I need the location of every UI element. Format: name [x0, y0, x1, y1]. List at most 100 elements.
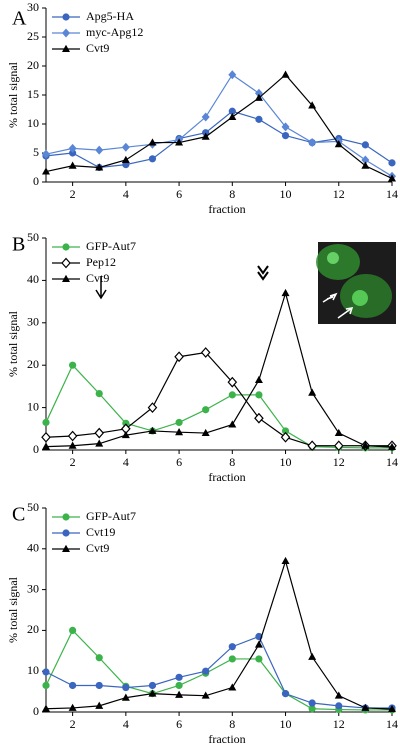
- point: [254, 375, 263, 384]
- point: [334, 140, 343, 148]
- legend-text: myc-Apg12: [86, 25, 143, 39]
- point: [68, 703, 77, 711]
- y-tick-label: 25: [27, 29, 39, 43]
- x-tick-label: 4: [123, 717, 129, 731]
- point: [122, 419, 130, 427]
- cell: [316, 244, 360, 280]
- y-tick-label: 0: [33, 442, 39, 456]
- legend-text: Cvt9: [86, 271, 109, 285]
- point: [255, 391, 263, 399]
- x-tick-label: 12: [333, 717, 345, 731]
- point: [175, 673, 183, 681]
- y-tick-label: 15: [27, 87, 39, 101]
- inset-micrograph: [316, 242, 396, 324]
- series-line: [45, 290, 393, 448]
- x-tick-label: 8: [229, 187, 235, 201]
- point: [175, 690, 184, 698]
- point: [228, 420, 237, 428]
- point: [308, 705, 316, 713]
- point: [95, 654, 103, 662]
- point: [201, 428, 210, 437]
- point: [42, 668, 50, 676]
- point: [42, 442, 50, 450]
- point: [254, 93, 263, 101]
- point: [255, 655, 263, 663]
- y-tick-label: 0: [33, 704, 39, 718]
- y-tick-label: 40: [27, 541, 39, 555]
- legend-text: Cvt9: [86, 41, 109, 55]
- point: [202, 406, 210, 414]
- point: [308, 138, 317, 148]
- point: [388, 159, 396, 167]
- legend-text: Pep12: [86, 255, 116, 269]
- point: [255, 115, 263, 123]
- point: [95, 701, 104, 709]
- point: [121, 155, 130, 163]
- point: [147, 402, 158, 414]
- point: [68, 441, 77, 449]
- point: [228, 655, 236, 663]
- y-axis-label: % total signal: [6, 310, 20, 377]
- y-tick-label: 20: [27, 622, 39, 636]
- point: [121, 693, 130, 701]
- point: [175, 418, 183, 427]
- point: [95, 439, 104, 447]
- point: [68, 161, 77, 169]
- legend-text: Cvt9: [86, 541, 109, 555]
- x-tick-label: 6: [176, 717, 182, 731]
- point: [69, 681, 77, 690]
- legend-marker: [62, 28, 70, 38]
- series-line: [45, 73, 393, 180]
- y-tick-label: 20: [27, 357, 39, 371]
- x-tick-label: 14: [386, 455, 398, 469]
- point: [227, 376, 238, 388]
- point: [95, 163, 104, 171]
- point: [335, 702, 343, 710]
- x-tick-label: 2: [70, 187, 76, 201]
- point: [69, 149, 77, 157]
- point: [94, 427, 105, 439]
- point: [201, 112, 210, 122]
- point: [307, 440, 317, 452]
- point: [308, 699, 316, 707]
- legend-text: Cvt19: [86, 525, 115, 539]
- point: [388, 442, 396, 451]
- point: [361, 441, 370, 449]
- point: [228, 112, 237, 121]
- x-tick-label: 2: [70, 717, 76, 731]
- y-tick-label: 0: [33, 174, 39, 188]
- point: [334, 691, 343, 699]
- series-line: [45, 635, 392, 709]
- point: [42, 167, 50, 175]
- x-tick-label: 12: [333, 455, 345, 469]
- y-tick-label: 5: [33, 145, 39, 159]
- x-tick-label: 2: [70, 455, 76, 469]
- y-tick-label: 10: [27, 116, 39, 130]
- point: [228, 683, 237, 691]
- point: [308, 388, 317, 396]
- series-line: [45, 558, 393, 710]
- point: [388, 174, 396, 182]
- point: [308, 652, 317, 660]
- point: [201, 132, 210, 140]
- y-axis-label: % total signal: [6, 576, 20, 643]
- point: [42, 681, 50, 690]
- inset-arrow: [337, 307, 354, 319]
- point: [68, 143, 77, 153]
- x-tick-label: 10: [280, 717, 292, 731]
- point: [228, 391, 236, 399]
- point: [200, 347, 211, 358]
- y-tick-label: 30: [27, 315, 39, 329]
- legend-marker: [62, 529, 70, 537]
- point: [281, 122, 290, 132]
- y-tick-label: 20: [27, 58, 39, 72]
- point: [175, 681, 183, 690]
- point: [67, 430, 78, 442]
- point: [148, 155, 157, 163]
- point: [42, 418, 50, 427]
- chart-panel: A 0 5 10 15 20 25 30 2 4 6 8 10 12 14 fraction % total s…: [6, 0, 398, 216]
- point: [95, 681, 103, 690]
- x-tick-label: 10: [280, 455, 292, 469]
- point: [254, 412, 264, 424]
- series-line: [45, 110, 393, 169]
